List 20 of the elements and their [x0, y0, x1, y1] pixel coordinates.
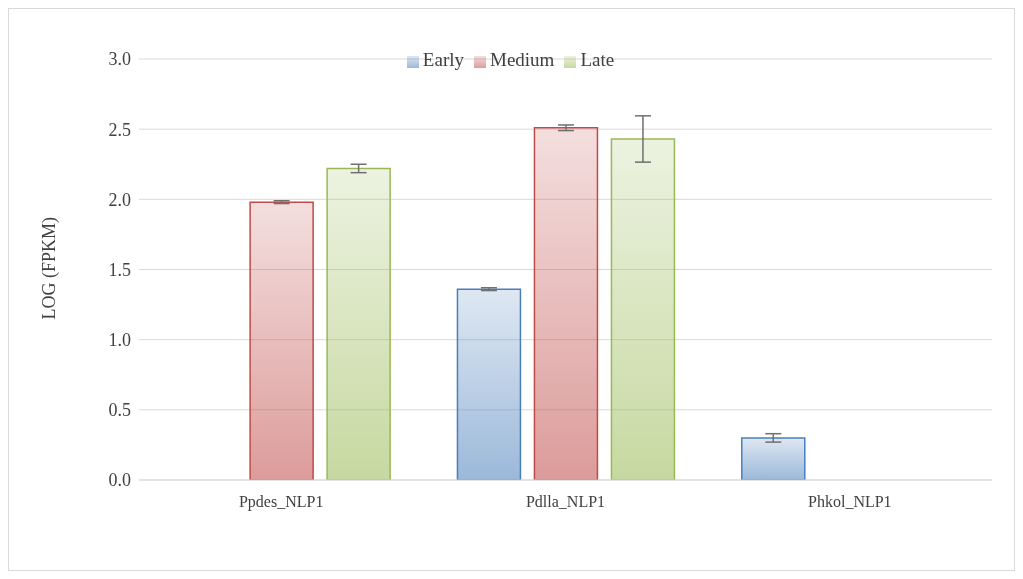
- bar: [533, 127, 599, 480]
- x-tick-label: Ppdes_NLP1: [238, 493, 324, 512]
- y-tick-label: 1.5: [108, 259, 131, 280]
- legend-label: Late: [580, 49, 615, 70]
- y-tick-label: 0.5: [108, 400, 131, 421]
- x-tick-label: Pdlla_NLP1: [525, 493, 606, 511]
- bar: [326, 167, 391, 480]
- bar: [249, 201, 314, 480]
- x-tick-label: Phkol_NLP1: [808, 493, 892, 511]
- legend-label: Early: [422, 49, 464, 70]
- legend-label: Medium: [490, 49, 555, 70]
- y-tick-label: 0.0: [108, 470, 131, 491]
- bar: [610, 138, 676, 480]
- y-tick-label: 2.5: [108, 119, 131, 140]
- bar: [741, 437, 806, 480]
- y-tick-label: 1.0: [108, 330, 131, 351]
- y-axis-title: LOG (FPKM): [39, 216, 61, 320]
- y-tick-label: 2.0: [108, 189, 131, 210]
- y-tick-label: 3.0: [108, 49, 131, 70]
- bar: [456, 288, 522, 480]
